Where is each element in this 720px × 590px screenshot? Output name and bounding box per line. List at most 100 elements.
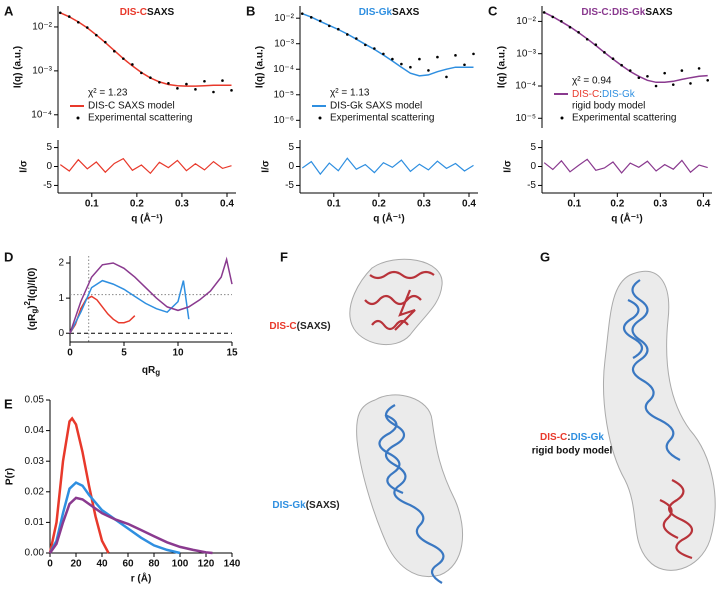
text-part: : bbox=[567, 432, 570, 443]
data-point bbox=[337, 27, 340, 31]
y-tick-label: 10⁻⁴ bbox=[515, 81, 536, 92]
rna-ribbon bbox=[378, 404, 445, 584]
data-point bbox=[309, 16, 313, 19]
data-point bbox=[454, 54, 457, 57]
x-axis-label: r (Å) bbox=[131, 572, 152, 585]
data-point bbox=[355, 37, 358, 40]
data-point bbox=[113, 49, 116, 53]
y-tick-label: 0.00 bbox=[25, 548, 45, 559]
data-point bbox=[149, 76, 152, 79]
rna-ribbon bbox=[364, 270, 435, 331]
text-part: SAXS bbox=[645, 7, 673, 18]
data-point bbox=[95, 33, 98, 37]
y-tick-label: 10⁻³ bbox=[32, 66, 52, 77]
y-axis-label: I(q) (a.u.) bbox=[13, 46, 24, 88]
data-point bbox=[577, 30, 580, 34]
data-point bbox=[58, 11, 62, 15]
x-tick-label: 0.2 bbox=[610, 199, 624, 210]
legend-swatch bbox=[76, 116, 80, 120]
y-axis-label: I/σ bbox=[19, 160, 30, 173]
x-tick-label: 5 bbox=[121, 348, 127, 359]
text-part: : bbox=[599, 89, 602, 100]
data-line bbox=[69, 256, 233, 334]
y-tick-label: 5 bbox=[46, 142, 52, 153]
text-part: DIS-C bbox=[269, 321, 296, 332]
data-point bbox=[230, 89, 233, 92]
x-tick-label: 10 bbox=[172, 348, 184, 359]
x-tick-label: 0.2 bbox=[130, 199, 144, 210]
residual-line bbox=[301, 157, 474, 176]
rna-ribbon bbox=[622, 279, 681, 461]
data-point bbox=[637, 76, 641, 80]
x-axis-label: q (Å⁻¹) bbox=[611, 212, 642, 225]
data-point bbox=[203, 79, 206, 83]
x-tick-label: 20 bbox=[70, 559, 82, 570]
data-line bbox=[48, 481, 181, 555]
text-part: (SAXS) bbox=[306, 500, 340, 511]
x-tick-label: 40 bbox=[96, 559, 108, 570]
data-point bbox=[140, 71, 143, 75]
structure-label: DIS-C(SAXS) bbox=[269, 321, 330, 332]
data-point bbox=[327, 24, 331, 28]
y-tick-label: 0 bbox=[58, 328, 64, 339]
residual-line bbox=[59, 157, 232, 175]
panel-label: B bbox=[246, 3, 255, 18]
text-part: DIS-Gk bbox=[571, 432, 605, 443]
x-tick-label: 120 bbox=[198, 559, 215, 570]
legend-label: DIS-C SAXS model bbox=[88, 101, 175, 112]
data-point bbox=[551, 15, 555, 19]
text-part: qR bbox=[142, 365, 156, 376]
data-point bbox=[697, 67, 701, 70]
legend-label: Experimental scattering bbox=[330, 113, 435, 124]
data-point bbox=[671, 83, 675, 86]
text-part: DIS-Gk bbox=[359, 7, 393, 18]
y-tick-label: 10⁻³ bbox=[274, 38, 294, 49]
x-tick-label: 0 bbox=[67, 348, 73, 359]
x-tick-label: 0.2 bbox=[372, 199, 386, 210]
data-point bbox=[85, 26, 89, 29]
y-tick-label: 0 bbox=[288, 161, 294, 172]
text-part: g bbox=[155, 368, 160, 377]
y-tick-label: 0.02 bbox=[25, 486, 45, 497]
data-point bbox=[689, 82, 692, 85]
y-tick-label: 10⁻⁵ bbox=[515, 113, 536, 124]
chart-title: DIS-GkSAXS bbox=[359, 7, 420, 18]
data-point bbox=[654, 84, 658, 88]
data-point bbox=[646, 74, 649, 78]
panel-label: F bbox=[280, 249, 288, 264]
x-tick-label: 0.3 bbox=[417, 199, 431, 210]
data-line bbox=[302, 12, 474, 77]
legend-label: Experimental scattering bbox=[88, 113, 193, 124]
y-tick-label: 0.03 bbox=[25, 456, 45, 467]
legend-label: Experimental scattering bbox=[572, 113, 677, 124]
y-axis-label: P(r) bbox=[5, 468, 16, 485]
y-tick-label: 10⁻⁴ bbox=[31, 109, 52, 120]
data-point bbox=[409, 65, 412, 69]
text-part: (SAXS) bbox=[297, 321, 331, 332]
data-point bbox=[391, 57, 394, 61]
x-tick-label: 0.1 bbox=[567, 199, 581, 210]
x-tick-label: 15 bbox=[226, 348, 238, 359]
data-point bbox=[472, 52, 475, 56]
x-tick-label: 0 bbox=[47, 559, 53, 570]
y-axis-label: I(q) (a.u.) bbox=[255, 46, 266, 88]
data-point bbox=[382, 52, 385, 56]
data-point bbox=[585, 37, 589, 41]
data-point bbox=[663, 71, 666, 75]
y-axis-label: I/σ bbox=[503, 160, 514, 173]
structure-f-bottom bbox=[356, 394, 464, 584]
data-point bbox=[131, 63, 134, 66]
y-tick-label: 10⁻³ bbox=[516, 48, 536, 59]
data-point bbox=[346, 33, 349, 36]
envelope bbox=[356, 394, 464, 577]
panel-label: C bbox=[488, 3, 498, 18]
data-point bbox=[176, 87, 179, 90]
data-point bbox=[418, 57, 421, 61]
text-part: DIS-Gk bbox=[272, 500, 306, 511]
y-tick-label: -5 bbox=[527, 180, 536, 191]
panel-label: E bbox=[4, 396, 13, 411]
panel-label: A bbox=[4, 3, 14, 18]
y-tick-label: 10⁻² bbox=[274, 13, 294, 24]
y-tick-label: 10⁻⁵ bbox=[273, 89, 294, 100]
